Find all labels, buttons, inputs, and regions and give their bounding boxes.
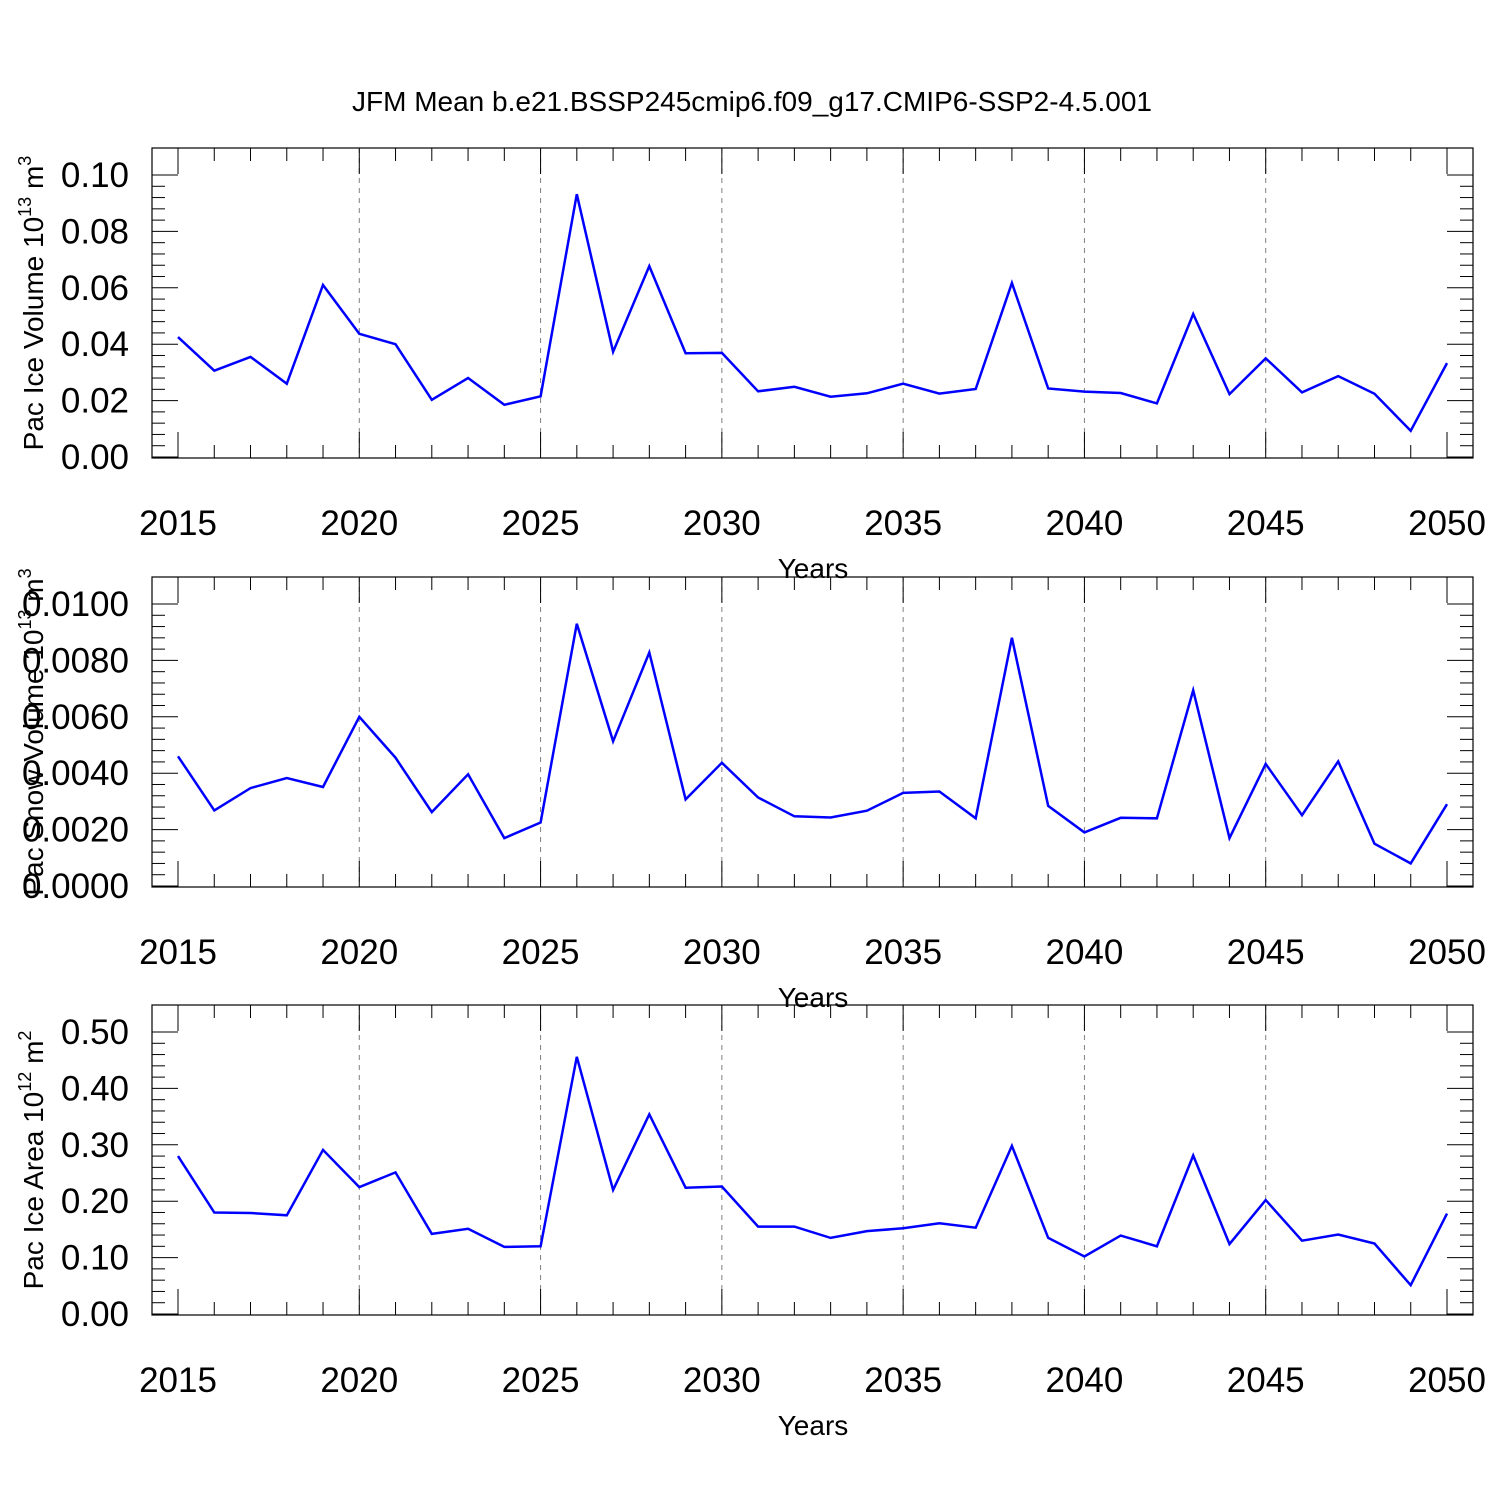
chart-panel-2: 2015 2020 2025 2030 2035 2040 2045 2050 0.0000 0.…: [15, 568, 1486, 1013]
y-axis-label-part-3: m: [18, 1041, 49, 1072]
y-tick-label: 0.04: [61, 325, 129, 364]
y-axis-label-part-1: Pac Snow Volume 10: [18, 629, 49, 895]
y-tick-label: 0.40: [61, 1069, 129, 1108]
x-tick-label: 2045: [1227, 504, 1305, 543]
chart-panel-3: 2015 2020 2025 2030 2035 2040 2045 2050 0.00 0.10…: [15, 1004, 1486, 1441]
y-tick-label: 0.06: [61, 269, 129, 308]
x-tick-label: 2035: [864, 1361, 942, 1400]
x-tick-label: 2015: [139, 933, 217, 972]
x-tick-label: 2040: [1045, 933, 1123, 972]
y-axis-label-part-1: Pac Ice Volume 10: [18, 217, 49, 450]
x-tick-label: 2035: [864, 933, 942, 972]
x-tick-label: 2025: [502, 504, 580, 543]
y-tick-label: 0.0040: [22, 754, 129, 793]
y-tick-label: 0.0080: [22, 641, 129, 680]
x-tick-label: 2050: [1408, 504, 1486, 543]
y-axis-label: Pac Ice Volume 1013 m3: [15, 156, 49, 451]
x-tick-label: 2015: [139, 1361, 217, 1400]
figure-title: JFM Mean b.e21.BSSP245cmip6.f09_g17.CMIP…: [352, 86, 1152, 117]
x-tick-label: 2045: [1227, 933, 1305, 972]
y-tick-label: 0.20: [61, 1182, 129, 1221]
y-tick-label: 0.0100: [22, 585, 129, 624]
x-tick-label: 2040: [1045, 504, 1123, 543]
x-tick-label: 2025: [502, 1361, 580, 1400]
plot-frame: [151, 1004, 1474, 1316]
y-axis-label-part-2: 13: [15, 197, 35, 217]
series-line: [176, 623, 1449, 866]
x-tick-label: 2040: [1045, 1361, 1123, 1400]
x-tick-label: 2035: [864, 504, 942, 543]
y-axis-label-part-4: 3: [15, 568, 35, 578]
x-axis-label: Years: [778, 553, 849, 584]
series-line: [177, 193, 1449, 433]
plot-frame: [151, 147, 1474, 459]
y-axis-label-part-3: m: [18, 166, 49, 197]
x-tick-label: 2030: [683, 1361, 761, 1400]
y-tick-label: 0.00: [61, 1295, 129, 1334]
y-tick-label: 0.10: [61, 1239, 129, 1278]
y-tick-label: 0.30: [61, 1126, 129, 1165]
panels: 2015 2020 2025 2030 2035 2040 2045 2050 0.00 0.02…: [15, 147, 1486, 1441]
x-tick-label: 2020: [320, 933, 398, 972]
y-tick-label: 0.08: [61, 212, 129, 251]
y-tick-label: 0.02: [61, 382, 129, 421]
y-tick-label: 0.0020: [22, 811, 129, 850]
y-axis-label: Pac Snow Volume 1013 m3: [15, 568, 49, 895]
y-tick-label: 0.0060: [22, 698, 129, 737]
x-tick-label: 2030: [683, 933, 761, 972]
x-tick-label: 2020: [320, 504, 398, 543]
y-axis-label: Pac Ice Area 1012 m2: [15, 1031, 49, 1290]
y-axis-label-part-3: m: [18, 578, 49, 609]
x-tick-label: 2020: [320, 1361, 398, 1400]
y-axis-label-part-2: 12: [15, 1072, 35, 1092]
x-tick-label: 2030: [683, 504, 761, 543]
x-axis-label: Years: [778, 982, 849, 1013]
x-tick-label: 2025: [502, 933, 580, 972]
y-tick-label: 0.50: [61, 1013, 129, 1052]
y-tick-label: 0.00: [61, 438, 129, 477]
x-axis-label: Years: [778, 1410, 849, 1441]
y-axis-label-part-4: 3: [15, 156, 35, 166]
plot-frame: [151, 576, 1474, 888]
y-axis-label-part-4: 2: [15, 1031, 35, 1041]
y-axis-label-part-1: Pac Ice Area 10: [18, 1092, 49, 1290]
chart-panel-1: 2015 2020 2025 2030 2035 2040 2045 2050 0.00 0.02…: [15, 147, 1486, 584]
y-tick-label: 0.0000: [22, 867, 129, 906]
series-line: [176, 1056, 1449, 1288]
y-tick-label: 0.10: [61, 156, 129, 195]
x-tick-label: 2050: [1408, 933, 1486, 972]
x-tick-label: 2045: [1227, 1361, 1305, 1400]
x-tick-label: 2015: [139, 504, 217, 543]
x-tick-label: 2050: [1408, 1361, 1486, 1400]
y-axis-label-part-2: 13: [15, 609, 35, 629]
